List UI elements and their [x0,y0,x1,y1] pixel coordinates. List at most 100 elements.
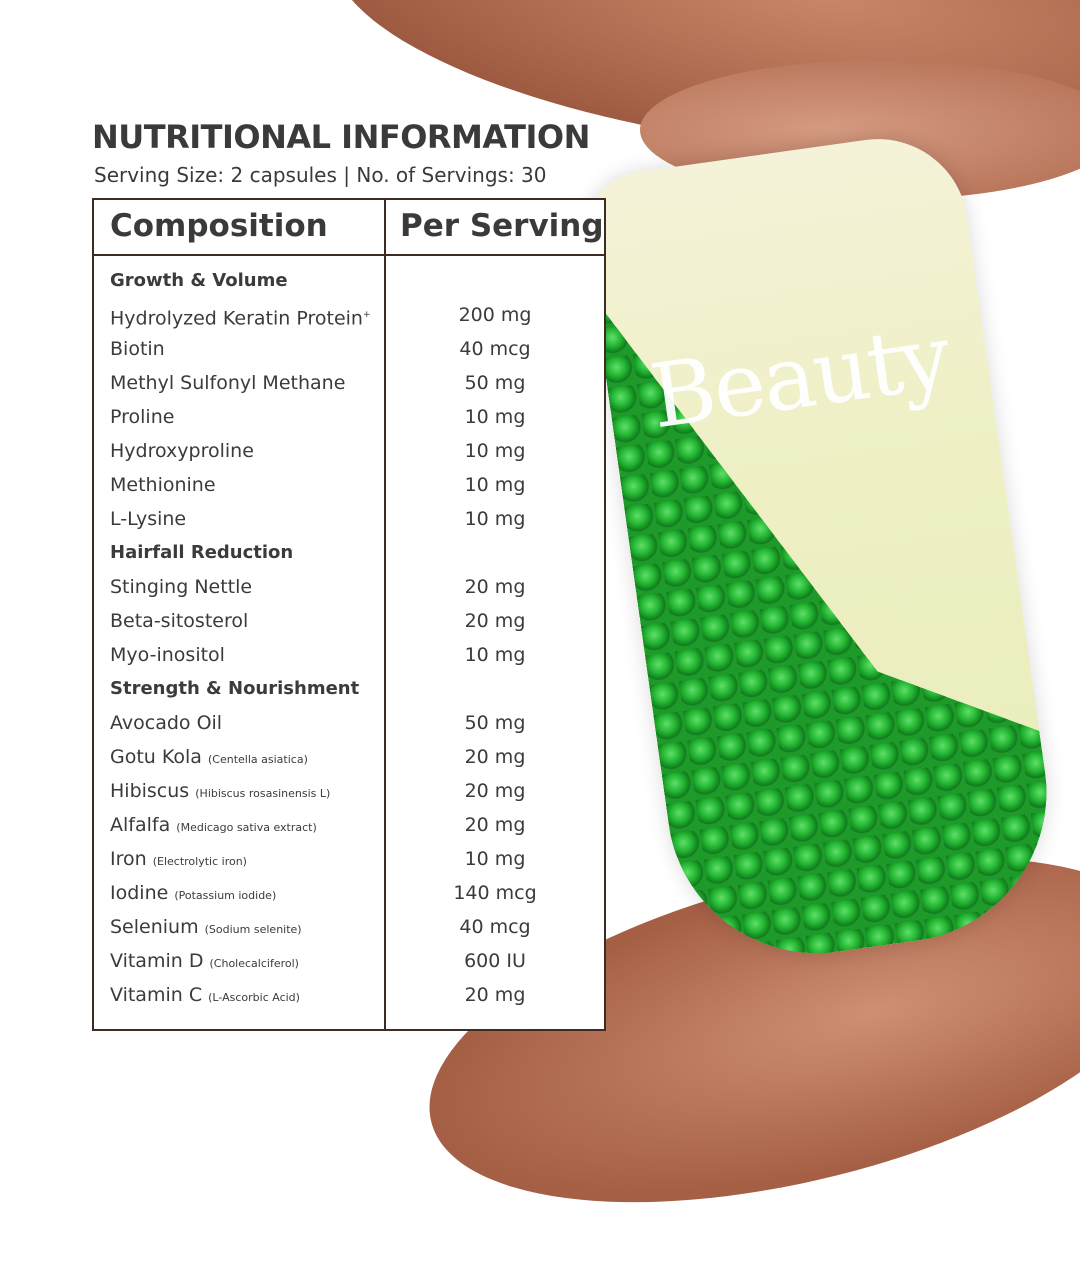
section-heading: Hairfall Reduction [94,536,604,570]
ingredient-amount: 20 mg [464,746,526,768]
ingredient-label: Stinging Nettle [110,576,253,598]
ingredient-label: Gotu Kola [110,746,202,768]
ingredient-label: Iodine [110,882,169,904]
ingredient-label: L-Lysine [110,508,187,530]
table-row: 20 mg Hibiscus (Hibiscus rosasinensis L) [94,774,604,808]
ingredient-name: Vitamin D (Cholecalciferol) [110,944,299,981]
ingredient-name: Hydrolyzed Keratin Protein+ [110,298,371,335]
section-heading: Strength & Nourishment [94,672,604,706]
header-per-serving: Per Serving [400,208,604,244]
ingredient-amount: 20 mg [464,780,526,802]
ingredient-name: Stinging Nettle [110,570,252,604]
table-row: 10 mg L-Lysine [94,502,604,536]
ingredient-label: Methyl Sulfonyl Methane [110,372,346,394]
ingredient-name: Myo-inositol [110,638,225,672]
ingredient-label: Beta-sitosterol [110,610,249,632]
serving-info: Serving Size: 2 capsules | No. of Servin… [94,163,547,187]
table-row: 600 IU Vitamin D (Cholecalciferol) [94,944,604,978]
table-row: 50 mg Methyl Sulfonyl Methane [94,366,604,400]
ingredient-label: Biotin [110,338,165,360]
section-label: Hairfall Reduction [110,542,294,563]
ingredient-amount: 200 mg [458,304,532,326]
ingredient-source: (Cholecalciferol) [209,957,299,970]
capsule-image [578,127,1066,973]
ingredient-amount: 20 mg [464,610,526,632]
ingredient-label: Hibiscus [110,780,190,802]
ingredient-name: L-Lysine [110,502,186,536]
ingredient-name: Selenium (Sodium selenite) [110,910,302,947]
table-row: 40 mcg Biotin [94,332,604,366]
ingredient-source: (Electrolytic iron) [152,855,247,868]
page-title: NUTRITIONAL INFORMATION [92,118,590,156]
ingredient-label: Vitamin C [110,984,203,1006]
ingredient-name: Vitamin C (L-Ascorbic Acid) [110,978,300,1015]
section-label: Growth & Volume [110,270,288,291]
ingredient-name: Iodine (Potassium iodide) [110,876,276,913]
ingredient-name: Hydroxyproline [110,434,254,468]
header-composition: Composition [110,208,328,244]
ingredient-source: (L-Ascorbic Acid) [208,991,300,1004]
table-row: 20 mg Vitamin C (L-Ascorbic Acid) [94,978,604,1012]
table-row: 10 mg Proline [94,400,604,434]
ingredient-name: Methionine [110,468,216,502]
ingredient-label: Avocado Oil [110,712,223,734]
footnote-mark: + [362,310,371,320]
ingredient-source: (Potassium iodide) [174,889,277,902]
ingredient-amount: 10 mg [464,848,526,870]
ingredient-name: Biotin [110,332,165,366]
ingredient-amount: 10 mg [464,474,526,496]
table-row: 10 mg Hydroxyproline [94,434,604,468]
ingredient-source: (Hibiscus rosasinensis L) [195,787,331,800]
column-divider [384,200,386,1029]
ingredient-amount: 50 mg [464,372,526,394]
ingredient-amount: 600 IU [464,950,526,972]
ingredient-label: Iron [110,848,147,870]
ingredient-amount: 50 mg [464,712,526,734]
ingredient-name: Proline [110,400,174,434]
table-row: 20 mg Stinging Nettle [94,570,604,604]
table-body: Growth & Volume 200 mg Hydrolyzed Keratin … [94,264,604,1012]
ingredient-amount: 20 mg [464,576,526,598]
ingredient-name: Iron (Electrolytic iron) [110,842,247,879]
ingredient-source: (Sodium selenite) [204,923,302,936]
ingredient-amount: 10 mg [464,440,526,462]
ingredient-name: Gotu Kola (Centella asiatica) [110,740,308,777]
ingredient-amount: 20 mg [464,984,526,1006]
nutrition-table: Composition Per Serving Growth & Volume 2… [92,198,606,1031]
table-row: 20 mg Beta-sitosterol [94,604,604,638]
ingredient-name: Methyl Sulfonyl Methane [110,366,345,400]
ingredient-source: (Centella asiatica) [208,753,308,766]
table-row: 20 mg Alfalfa (Medicago sativa extract) [94,808,604,842]
header-divider [94,254,604,256]
ingredient-amount: 20 mg [464,814,526,836]
table-row: 140 mcg Iodine (Potassium iodide) [94,876,604,910]
table-row: 50 mg Avocado Oil [94,706,604,740]
ingredient-label: Myo-inositol [110,644,225,666]
table-row: 10 mg Iron (Electrolytic iron) [94,842,604,876]
ingredient-name: Avocado Oil [110,706,222,740]
ingredient-amount: 40 mcg [459,338,531,360]
table-row: 40 mcg Selenium (Sodium selenite) [94,910,604,944]
table-row: 20 mg Gotu Kola (Centella asiatica) [94,740,604,774]
table-row: 10 mg Methionine [94,468,604,502]
ingredient-amount: 10 mg [464,406,526,428]
table-row: 10 mg Myo-inositol [94,638,604,672]
ingredient-label: Hydroxyproline [110,440,254,462]
ingredient-amount: 140 mcg [453,882,537,904]
ingredient-name: Alfalfa (Medicago sativa extract) [110,808,317,845]
ingredient-name: Beta-sitosterol [110,604,248,638]
ingredient-label: Proline [110,406,175,428]
ingredient-label: Methionine [110,474,216,496]
section-heading: Growth & Volume [94,264,604,298]
ingredient-amount: 40 mcg [459,916,531,938]
ingredient-label: Vitamin D [110,950,204,972]
ingredient-source: (Medicago sativa extract) [176,821,317,834]
ingredient-label: Alfalfa [110,814,171,836]
ingredient-label: Selenium [110,916,199,938]
ingredient-amount: 10 mg [464,644,526,666]
ingredient-label: Hydrolyzed Keratin Protein [110,307,363,330]
ingredient-name: Hibiscus (Hibiscus rosasinensis L) [110,774,330,811]
section-label: Strength & Nourishment [110,678,360,699]
ingredient-amount: 10 mg [464,508,526,530]
table-row: 200 mg Hydrolyzed Keratin Protein+ [94,298,604,332]
